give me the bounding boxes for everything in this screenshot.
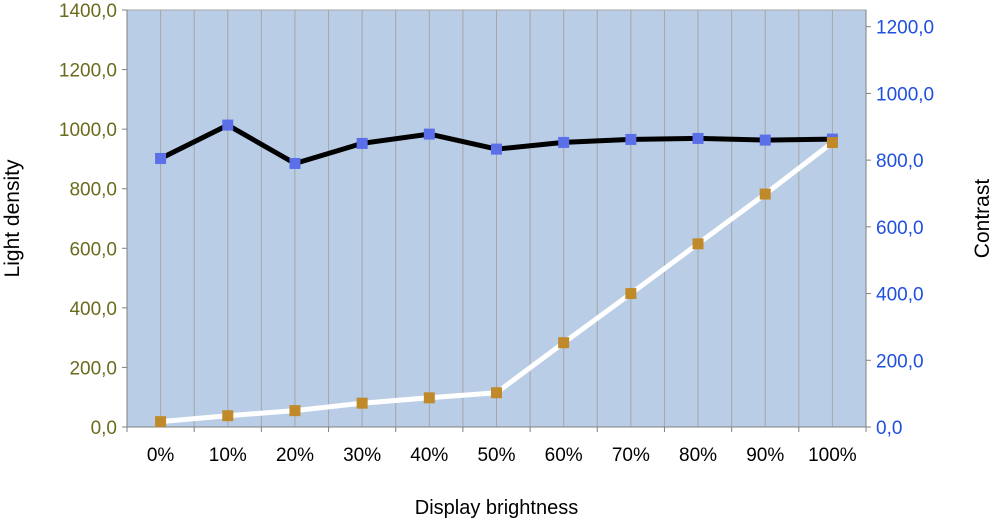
x-tick-label: 50% — [477, 445, 515, 466]
y2-tick-label: 200,0 — [876, 351, 924, 372]
y-tick-label: 1400,0 — [59, 1, 117, 22]
contrast-series-point — [155, 152, 167, 164]
light-density-series-point — [491, 387, 502, 399]
contrast-series-point — [692, 132, 704, 144]
contrast-series-point — [625, 133, 637, 145]
y2-tick-label: 800,0 — [876, 151, 924, 172]
x-tick-label: 70% — [612, 445, 650, 466]
light-density-series-point — [289, 405, 301, 417]
x-tick-label: 40% — [410, 445, 448, 466]
y2-tick-label: 400,0 — [876, 285, 924, 306]
x-tick-label: 30% — [343, 445, 381, 466]
contrast-series-point — [558, 136, 570, 148]
y2-axis-title: Contrast — [971, 179, 994, 259]
series — [155, 119, 838, 428]
y-tick-label: 800,0 — [69, 180, 117, 201]
y-tick-label: 1200,0 — [59, 61, 117, 82]
y-tick-label: 200,0 — [69, 358, 117, 379]
y2-tick-label: 600,0 — [876, 218, 924, 239]
contrast-series-point — [356, 137, 368, 149]
light-density-series-point — [826, 137, 838, 149]
y-tick-label: 1000,0 — [59, 120, 117, 141]
light-density-series-point — [558, 337, 570, 349]
x-tick-label: 20% — [276, 445, 314, 466]
x-tick-label: 100% — [808, 445, 857, 466]
contrast-series-point — [289, 157, 301, 169]
x-tick-label: 10% — [209, 445, 247, 466]
light-density-series-point — [155, 416, 167, 428]
y2-tick-label: 1000,0 — [876, 84, 934, 105]
x-tick-label: 0% — [147, 445, 175, 466]
light-density-series-point — [222, 410, 234, 422]
contrast-series-point — [222, 119, 234, 131]
y-tick-label: 400,0 — [69, 299, 117, 320]
x-tick-label: 90% — [746, 445, 784, 466]
x-axis-title: Display brightness — [415, 497, 578, 519]
y2-tick-label: 1200,0 — [876, 18, 934, 39]
y-tick-label: 600,0 — [69, 239, 117, 260]
x-tick-label: 60% — [545, 445, 583, 466]
light-density-series-point — [356, 397, 368, 409]
axes: 0,0 200,0 400,0 600,0 800,0 1000,0 1200,0 1400,… — [59, 1, 934, 466]
contrast-series-point — [423, 128, 435, 140]
y2-tick-label: 0,0 — [876, 418, 902, 439]
axis-labels: Display brightness Light density Contras… — [1, 159, 994, 519]
light-density-series-point — [625, 288, 637, 300]
light-density-series-point — [423, 392, 435, 404]
contrast-series-point — [759, 134, 771, 146]
light-density-series-point — [692, 238, 704, 250]
contrast-series-point — [491, 143, 502, 155]
x-tick-label: 80% — [679, 445, 717, 466]
light-density-series-point — [759, 188, 771, 200]
y-axis-title: Light density — [1, 159, 24, 277]
y-tick-label: 0,0 — [91, 418, 117, 439]
